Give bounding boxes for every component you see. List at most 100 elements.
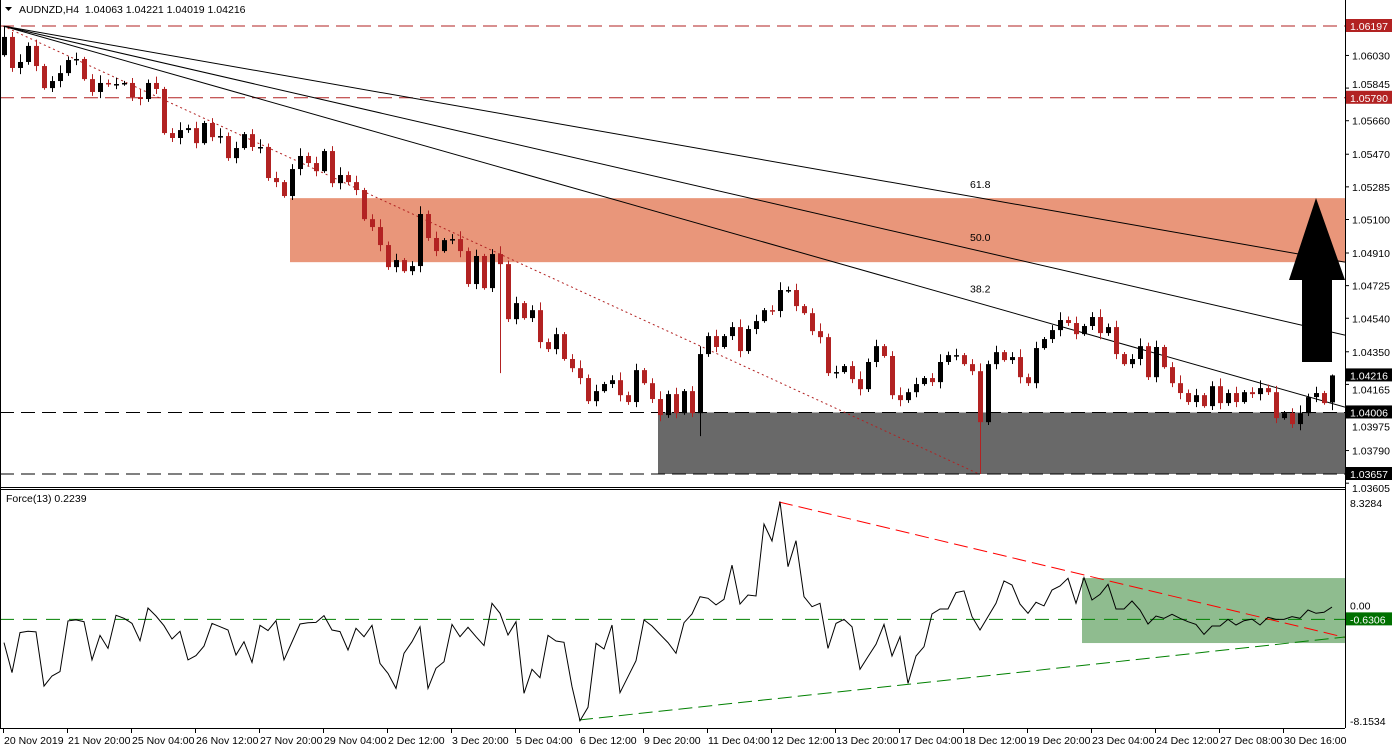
bullish-candle[interactable] (922, 375, 927, 386)
bullish-candle[interactable] (1210, 381, 1215, 411)
bullish-candle[interactable] (450, 234, 455, 245)
bullish-candle[interactable] (50, 76, 55, 93)
fib-fan-line[interactable] (2, 25, 1345, 408)
bearish-candle[interactable] (858, 371, 863, 396)
force-index-line[interactable] (3, 501, 1333, 723)
fib-fan-line[interactable] (2, 25, 1345, 336)
bullish-candle[interactable] (1298, 405, 1303, 431)
bullish-candle[interactable] (2, 26, 7, 57)
bullish-candle[interactable] (122, 80, 127, 86)
bearish-candle[interactable] (650, 378, 655, 403)
bullish-candle[interactable] (1010, 352, 1015, 365)
bearish-candle[interactable] (626, 391, 631, 405)
bearish-candle[interactable] (714, 329, 719, 353)
bearish-candle[interactable] (378, 219, 383, 252)
bullish-candle[interactable] (682, 388, 687, 415)
bullish-candle[interactable] (58, 65, 63, 88)
bullish-candle[interactable] (394, 253, 399, 273)
bearish-candle[interactable] (690, 386, 695, 418)
force-support-trendline[interactable] (578, 636, 1345, 721)
bullish-candle[interactable] (1306, 393, 1311, 416)
bearish-candle[interactable] (1146, 342, 1151, 380)
bearish-candle[interactable] (1098, 309, 1103, 340)
bearish-candle[interactable] (1026, 373, 1031, 386)
bullish-candle[interactable] (874, 339, 879, 368)
bearish-candle[interactable] (1002, 350, 1007, 362)
bearish-candle[interactable] (370, 214, 375, 232)
bullish-candle[interactable] (98, 75, 103, 99)
bullish-candle[interactable] (866, 358, 871, 392)
bearish-candle[interactable] (578, 360, 583, 385)
bearish-candle[interactable] (426, 210, 431, 241)
bearish-candle[interactable] (130, 78, 135, 102)
bullish-candle[interactable] (914, 377, 919, 398)
bearish-candle[interactable] (82, 56, 87, 81)
bearish-candle[interactable] (1162, 344, 1167, 369)
bearish-candle[interactable] (282, 179, 287, 198)
bullish-candle[interactable] (938, 354, 943, 389)
bearish-candle[interactable] (826, 333, 831, 376)
bearish-candle[interactable] (818, 323, 823, 344)
bearish-candle[interactable] (466, 247, 471, 287)
bearish-candle[interactable] (362, 187, 367, 221)
bearish-candle[interactable] (266, 143, 271, 181)
bullish-candle[interactable] (234, 141, 239, 164)
bearish-candle[interactable] (570, 354, 575, 373)
bearish-candle[interactable] (138, 89, 143, 106)
bearish-candle[interactable] (1218, 378, 1223, 410)
bearish-candle[interactable] (458, 231, 463, 258)
force-resistance-trendline[interactable] (778, 501, 1345, 638)
bullish-candle[interactable] (202, 120, 207, 145)
bearish-candle[interactable] (250, 129, 255, 151)
bearish-candle[interactable] (1266, 384, 1271, 395)
bearish-candle[interactable] (586, 374, 591, 404)
bullish-candle[interactable] (26, 42, 31, 65)
bullish-candle[interactable] (1106, 323, 1111, 336)
bullish-candle[interactable] (1258, 380, 1263, 401)
price-panel[interactable]: 61.8 50.0 38.2 (0, 25, 1345, 475)
bearish-candle[interactable] (1170, 362, 1175, 388)
bearish-candle[interactable] (482, 253, 487, 290)
bullish-candle[interactable] (1090, 312, 1095, 330)
bearish-candle[interactable] (962, 353, 967, 366)
bullish-candle[interactable] (1138, 338, 1143, 366)
bearish-candle[interactable] (890, 351, 895, 400)
bullish-candle[interactable] (1050, 325, 1055, 344)
bearish-candle[interactable] (162, 86, 167, 135)
bullish-candle[interactable] (418, 206, 423, 273)
bullish-candle[interactable] (698, 346, 703, 437)
dropdown-triangle-icon[interactable] (5, 7, 12, 11)
bearish-candle[interactable] (738, 319, 743, 358)
bullish-candle[interactable] (994, 345, 999, 370)
bearish-candle[interactable] (882, 344, 887, 358)
bearish-candle[interactable] (1114, 320, 1119, 360)
bearish-candle[interactable] (1274, 385, 1279, 424)
bullish-candle[interactable] (1058, 312, 1063, 337)
bearish-candle[interactable] (170, 128, 175, 142)
bearish-candle[interactable] (10, 31, 15, 72)
bullish-candle[interactable] (1226, 389, 1231, 406)
bearish-candle[interactable] (770, 305, 775, 315)
bearish-candle[interactable] (522, 300, 527, 320)
bearish-candle[interactable] (1202, 393, 1207, 408)
bearish-candle[interactable] (354, 175, 359, 196)
bearish-candle[interactable] (42, 63, 47, 90)
bearish-candle[interactable] (1234, 386, 1239, 408)
bullish-candle[interactable] (218, 128, 223, 144)
bearish-candle[interactable] (642, 368, 647, 385)
bullish-candle[interactable] (1042, 336, 1047, 350)
bearish-candle[interactable] (346, 171, 351, 185)
bearish-candle[interactable] (34, 39, 39, 72)
bullish-candle[interactable] (322, 148, 327, 173)
bearish-candle[interactable] (154, 76, 159, 95)
bullish-candle[interactable] (754, 314, 759, 335)
bearish-candle[interactable] (1290, 408, 1295, 429)
bullish-candle[interactable] (146, 79, 151, 102)
bullish-candle[interactable] (1194, 388, 1199, 408)
bullish-candle[interactable] (778, 282, 783, 318)
fib-fan-line[interactable] (2, 25, 1345, 263)
bullish-candle[interactable] (66, 56, 71, 76)
bearish-candle[interactable] (562, 332, 567, 361)
bullish-candle[interactable] (554, 327, 559, 355)
bearish-candle[interactable] (402, 257, 407, 273)
